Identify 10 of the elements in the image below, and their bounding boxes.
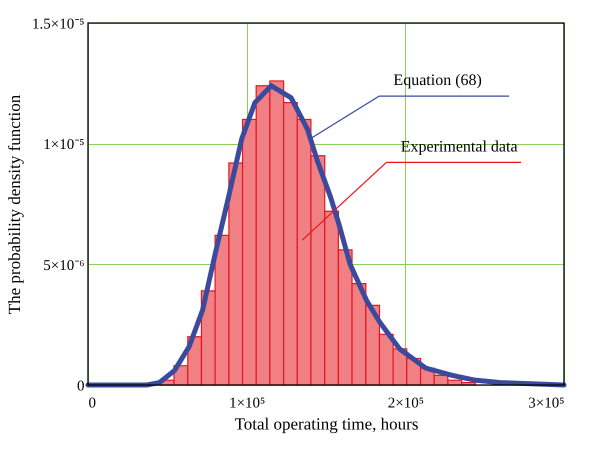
y-tick-label: 0 — [77, 378, 84, 394]
x-axis-title: Total operating time, hours — [234, 414, 418, 434]
y-tick-label: 5×10⁻⁶ — [43, 258, 84, 274]
x-tick-label: 0 — [88, 396, 96, 412]
y-axis-title: The probability density function — [5, 94, 24, 314]
y-tick-label: 1×10⁻⁵ — [43, 137, 84, 154]
y-tick-label: 1.5×10⁻⁵ — [32, 16, 84, 32]
x-tick-label: 2×10⁵ — [388, 396, 424, 412]
x-tick-label: 3×10⁵ — [528, 396, 564, 412]
x-tick-label: 1×10⁵ — [229, 396, 266, 412]
